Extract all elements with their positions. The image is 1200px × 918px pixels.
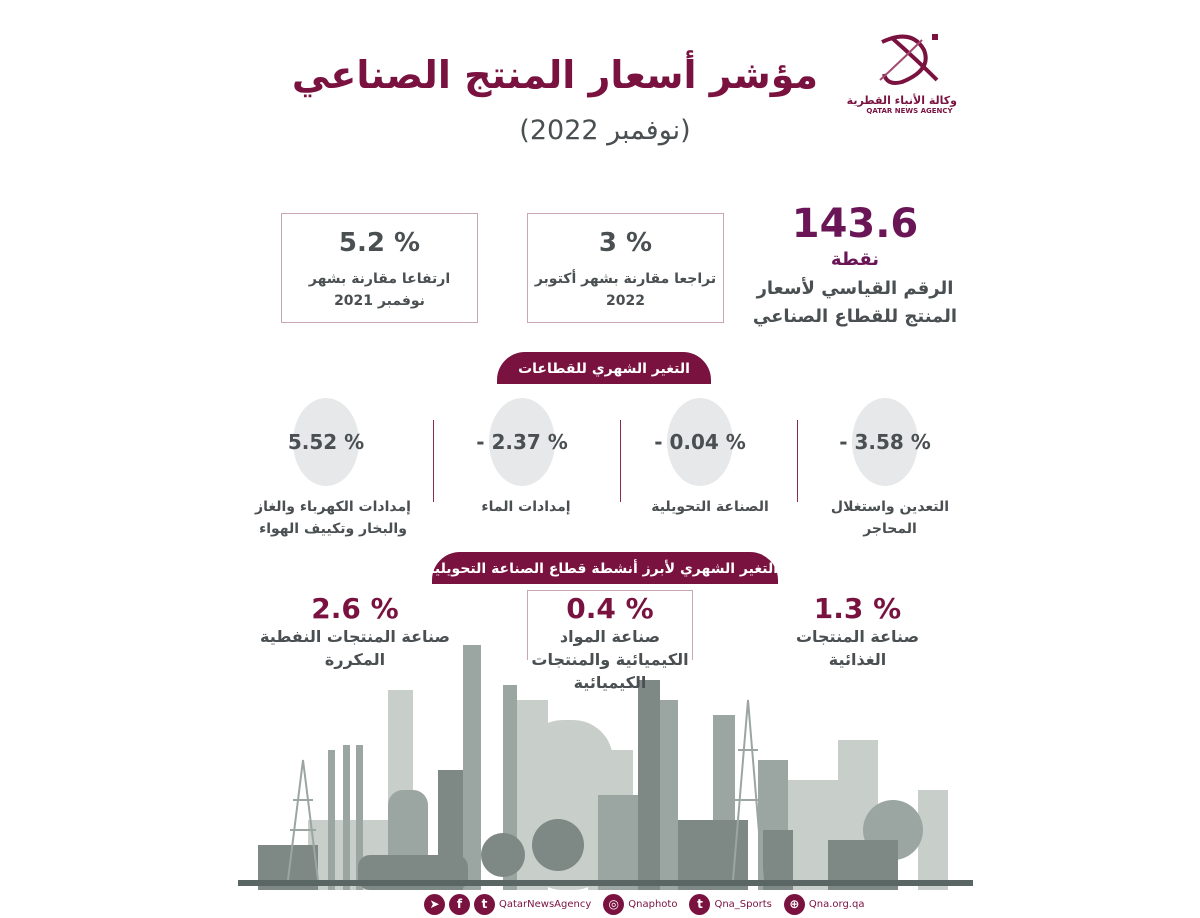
stat-value: 5.2 % bbox=[338, 228, 421, 258]
sector-label: التعدين واستغلال المحاجر bbox=[800, 496, 980, 540]
logo-arabic: وكالة الأنباء القطرية bbox=[846, 94, 957, 107]
qna-logo: وكالة الأنباء القطرية QATAR NEWS AGENCY bbox=[846, 30, 957, 115]
activity-label: الغذائية bbox=[828, 650, 887, 669]
index-label: المنتج للقطاع الصناعي bbox=[752, 306, 958, 327]
logo-mark-icon bbox=[879, 34, 939, 85]
facebook-icon[interactable]: f bbox=[449, 893, 470, 915]
sector-label-line: الصناعة التحويلية bbox=[651, 499, 769, 515]
sector-label: إمدادات الكهرباء والغاز والبخار وتكييف ال… bbox=[236, 496, 430, 540]
sector-label-line: إمدادات الماء bbox=[481, 499, 571, 515]
index-value: 143.6 bbox=[791, 201, 919, 247]
sector-label: الصناعة التحويلية bbox=[620, 496, 800, 518]
activity-label: الكيميائية والمنتجات bbox=[531, 650, 689, 669]
social-handle[interactable]: QatarNewsAgency bbox=[499, 898, 592, 910]
sector-value: - 2.37 % bbox=[476, 430, 568, 454]
stat-card-yearly: 5.2 % ارتفاعا مقارنة بشهر نوفمبر 2021 bbox=[281, 213, 478, 323]
activity-label: المكررة bbox=[324, 650, 386, 669]
social-handle[interactable]: Qna_Sports bbox=[714, 898, 772, 910]
activity-label: صناعة المنتجات النفطية bbox=[259, 627, 451, 646]
page-title: مؤشر أسعار المنتج الصناعي bbox=[291, 53, 819, 97]
activity-highlight-frame bbox=[527, 590, 693, 660]
index-unit: نقطة bbox=[830, 249, 880, 270]
stat-label: ارتفاعا مقارنة بشهر bbox=[308, 271, 451, 287]
sector-label-line: التعدين واستغلال bbox=[830, 499, 950, 515]
twitter-icon[interactable]: t bbox=[689, 893, 711, 915]
stat-label: نوفمبر 2021 bbox=[334, 293, 425, 309]
sector-label-line: المحاجر bbox=[863, 521, 917, 537]
divider bbox=[433, 420, 434, 502]
divider bbox=[797, 420, 798, 502]
activities-banner: التغير الشهري لأبرز أنشطة قطاع الصناعة ا… bbox=[426, 552, 778, 584]
stat-label: 2022 bbox=[606, 293, 645, 309]
activity-label: الكيميائية bbox=[573, 673, 647, 692]
social-handle[interactable]: Qnaphoto bbox=[628, 898, 678, 910]
sector-circle: - 3.58 % bbox=[839, 398, 931, 486]
industrial-skyline-illustration bbox=[238, 645, 973, 890]
stat-label: تراجعا مقارنة بشهر أكتوبر bbox=[534, 271, 717, 287]
sector-value: - 3.58 % bbox=[839, 430, 931, 454]
telegram-icon[interactable]: ➤ bbox=[424, 893, 445, 915]
stat-card-monthly: 3 % تراجعا مقارنة بشهر أكتوبر 2022 bbox=[527, 213, 724, 323]
sector-circle: 5.52 % bbox=[288, 398, 364, 486]
activity-label: صناعة المواد bbox=[559, 627, 661, 646]
sector-label-line: والبخار وتكييف الهواء bbox=[259, 521, 407, 537]
sector-circle: - 0.04 % bbox=[654, 398, 746, 486]
instagram-icon[interactable]: ◎ bbox=[603, 893, 625, 915]
page-subtitle: (نوفمبر 2022) bbox=[519, 115, 691, 146]
sector-value: 5.52 % bbox=[287, 430, 365, 454]
sector-value: - 0.04 % bbox=[654, 430, 746, 454]
globe-icon[interactable]: ⊕ bbox=[783, 893, 805, 915]
activity-label: صناعة المنتجات bbox=[795, 627, 920, 646]
index-block: 143.6 نقطة الرقم القياسي لأسعار المنتج ل… bbox=[740, 200, 970, 330]
logo-english: QATAR NEWS AGENCY bbox=[866, 107, 953, 115]
sector-label: إمدادات الماء bbox=[436, 496, 616, 518]
sectors-banner: التغير الشهري للقطاعات bbox=[497, 352, 711, 384]
activity-value: 2.6 % bbox=[311, 592, 399, 625]
divider bbox=[620, 420, 621, 502]
activity-item: 0.4 % صناعة المواد الكيميائية والمنتجات … bbox=[510, 592, 710, 694]
activity-item: 1.3 % صناعة المنتجات الغذائية bbox=[765, 592, 950, 671]
index-label: الرقم القياسي لأسعار bbox=[756, 278, 954, 299]
stat-value: 3 % bbox=[598, 228, 653, 258]
twitter-icon[interactable]: t bbox=[474, 893, 495, 915]
activity-value: 1.3 % bbox=[813, 592, 902, 625]
activity-value: 0.4 % bbox=[566, 592, 654, 625]
sector-label-line: إمدادات الكهرباء والغاز bbox=[255, 499, 411, 515]
website-link[interactable]: Qna.org.qa bbox=[808, 898, 865, 910]
activity-item: 2.6 % صناعة المنتجات النفطية المكررة bbox=[240, 592, 470, 671]
social-footer: ➤ f t QatarNewsAgency ◎ Qnaphoto t Qna_S… bbox=[424, 893, 864, 915]
sector-circle: - 2.37 % bbox=[476, 398, 568, 486]
